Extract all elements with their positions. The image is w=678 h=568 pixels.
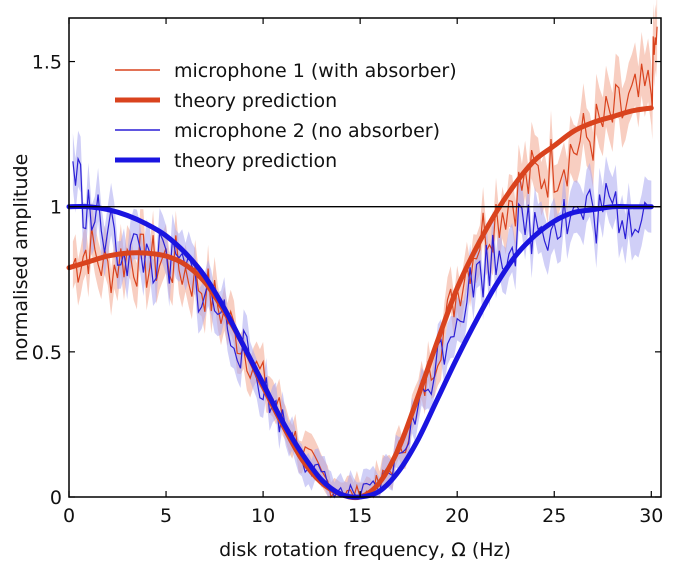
y-tick-label: 0.5	[32, 342, 62, 364]
y-tick-label: 1.5	[32, 52, 62, 74]
legend: microphone 1 (with absorber) theory predi…	[115, 60, 457, 172]
legend-label: microphone 1 (with absorber)	[174, 60, 457, 82]
x-tick-label: 5	[160, 505, 172, 527]
x-tick-label: 15	[348, 505, 372, 527]
legend-label: microphone 2 (no absorber)	[174, 120, 440, 142]
x-tick-label: 20	[445, 505, 469, 527]
series-lines	[66, 26, 658, 501]
y-tick-label: 1	[50, 197, 62, 219]
x-tick-label: 30	[639, 505, 663, 527]
axis-ticks: 0 5 10 15 20 25 30 0 0.5 1 1.5	[32, 18, 663, 527]
band-2	[72, 130, 652, 497]
series-line-measured-0	[72, 26, 658, 499]
plot-area-frame	[68, 17, 662, 498]
x-axis-label: disk rotation frequency, Ω (Hz)	[219, 539, 511, 561]
x-tick-label: 0	[63, 505, 75, 527]
series-line-theory-3	[66, 203, 654, 500]
x-tick-label: 10	[251, 505, 275, 527]
legend-label: theory prediction	[174, 150, 337, 172]
y-axis-label: normalised amplitude	[10, 154, 32, 362]
y-tick-label: 0	[50, 487, 62, 509]
legend-label: theory prediction	[174, 90, 337, 112]
x-tick-label: 25	[542, 505, 566, 527]
